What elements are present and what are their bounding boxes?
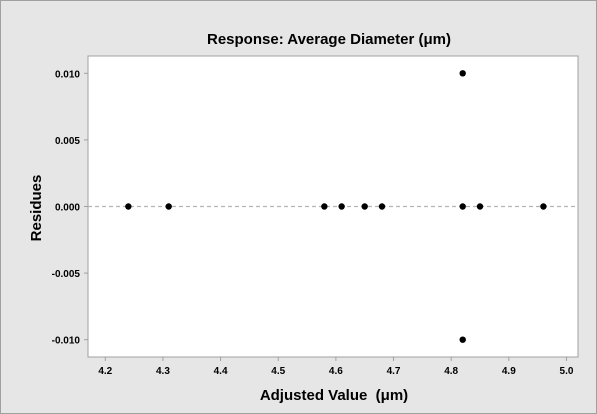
data-point (338, 203, 345, 210)
data-point (361, 203, 368, 210)
x-tick-label: 4.6 (329, 366, 343, 377)
x-tick-label: 4.5 (271, 366, 285, 377)
data-point (165, 203, 172, 210)
x-axis-label: Adjusted Value (μm) (260, 387, 408, 404)
data-point (378, 203, 386, 210)
data-point (459, 203, 466, 210)
y-tick-label: -0.010 (52, 336, 81, 347)
x-tick-label: 4.4 (214, 366, 228, 377)
x-tick-label: 4.2 (98, 366, 112, 377)
x-tick-label: 4.9 (502, 366, 516, 377)
data-point (476, 203, 484, 210)
chart-title: Response: Average Diameter (μm) (207, 31, 451, 48)
y-axis-label: Residues (28, 175, 45, 242)
data-point (459, 70, 466, 77)
x-tick-label: 5.0 (560, 366, 574, 377)
y-tick-label: 0.000 (55, 203, 80, 214)
x-tick-label: 4.3 (156, 366, 170, 377)
data-point (125, 203, 132, 210)
x-tick-label: 4.8 (444, 366, 458, 377)
data-point (540, 203, 547, 210)
y-axis-ticks: 0.010 0.005 0.000 -0.005 -0.010 (52, 69, 88, 347)
x-axis-ticks: 4.2 4.3 4.4 4.5 4.6 4.7 4.8 4.9 5.0 (98, 357, 574, 377)
y-tick-label: 0.005 (55, 136, 80, 147)
x-tick-label: 4.7 (387, 366, 401, 377)
y-tick-label: -0.005 (52, 269, 81, 280)
y-tick-label: 0.010 (55, 69, 80, 80)
data-point (321, 203, 328, 210)
residual-points (125, 70, 547, 343)
data-point (459, 336, 466, 343)
